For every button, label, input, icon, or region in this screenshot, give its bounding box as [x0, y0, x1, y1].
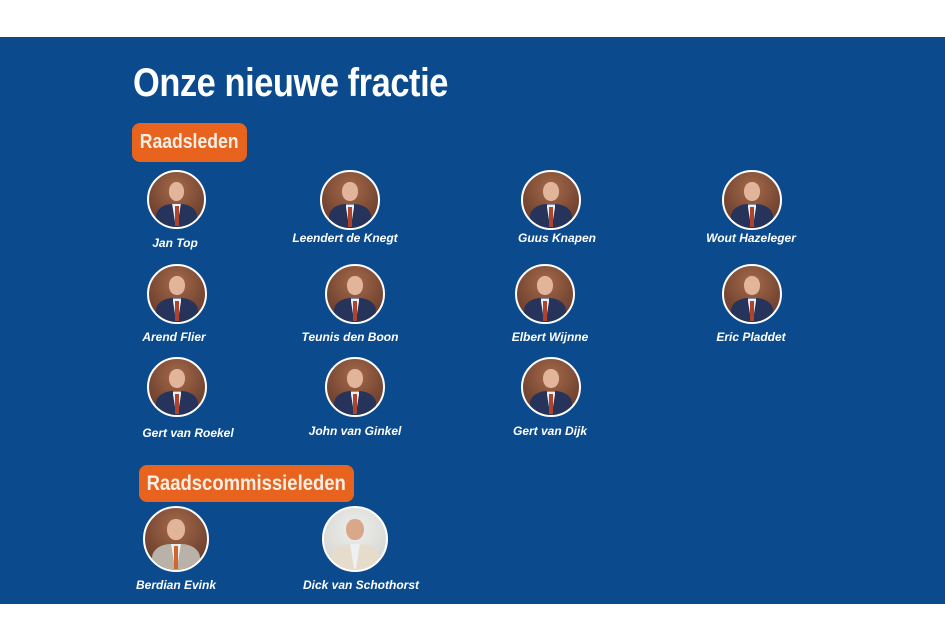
member-name: Jan Top [152, 236, 198, 250]
avatar-guus-knapen [521, 170, 581, 230]
member-name: Gert van Dijk [512, 424, 588, 438]
member-name: Eric Pladdet [716, 330, 786, 344]
member-name: Wout Hazeleger [706, 231, 796, 245]
page-title: Onze nieuwe fractie [133, 61, 448, 105]
avatar-john-van-ginkel [325, 357, 385, 417]
member-name: John van Ginkel [308, 424, 402, 438]
section-badge-raadsleden: Raadsleden [132, 123, 247, 162]
avatar-gert-van-dijk [521, 357, 581, 417]
avatar-gert-van-roekel [147, 357, 207, 417]
member-name: Leendert de Knegt [292, 231, 398, 245]
avatar-berdian-evink [143, 506, 209, 572]
member-name: Berdian Evink [135, 578, 217, 592]
section-label: Raadscommissieleden [146, 471, 347, 495]
member-name: Arend Flier [142, 330, 206, 344]
avatar-arend-flier [147, 264, 207, 324]
member-name: Teunis den Boon [301, 330, 399, 344]
section-badge-raadscommissieleden: Raadscommissieleden [139, 465, 354, 502]
avatar-eric-pladdet [722, 264, 782, 324]
section-label: Raadsleden [140, 131, 239, 153]
member-name: Guus Knapen [517, 231, 597, 245]
member-name: Elbert Wijnne [511, 330, 589, 344]
avatar-dick-van-schothorst [322, 506, 388, 572]
avatar-elbert-wijnne [515, 264, 575, 324]
member-name: Dick van Schothorst [302, 578, 420, 592]
avatar-jan-top [147, 170, 206, 229]
avatar-wout-hazeleger [722, 170, 782, 230]
avatar-leendert-de-knegt [320, 170, 380, 230]
member-name: Gert van Roekel [142, 426, 234, 440]
avatar-teunis-den-boon [325, 264, 385, 324]
